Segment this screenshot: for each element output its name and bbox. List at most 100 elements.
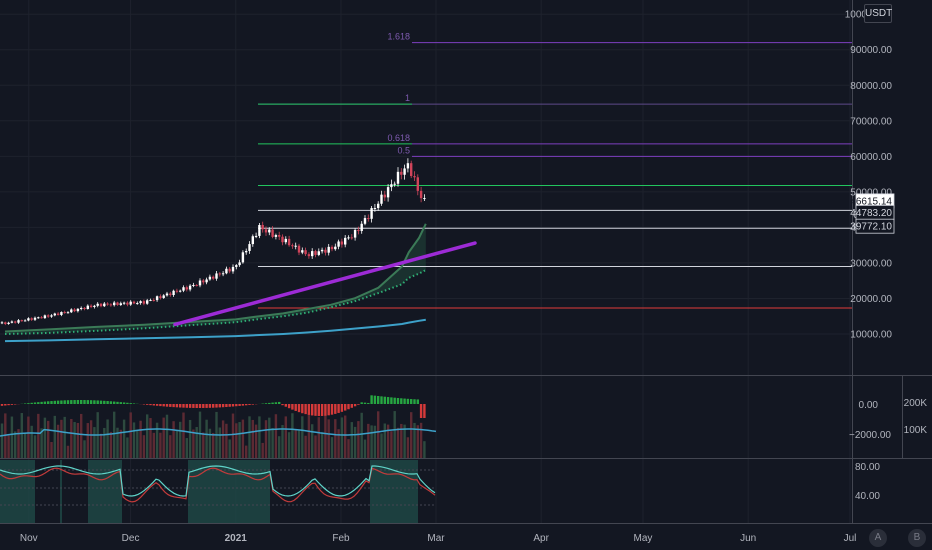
volume-bar: [373, 425, 377, 458]
candle-body: [284, 238, 287, 243]
candle-body: [396, 171, 400, 184]
histogram-bar: [73, 400, 76, 404]
price-pane[interactable]: 1.618 1 0.618 0.5: [0, 13, 852, 343]
histogram-bar: [14, 404, 17, 405]
volume-bar: [284, 416, 287, 458]
volume-bar: [271, 428, 274, 458]
volume-bar: [0, 423, 4, 458]
histogram-bar: [205, 404, 208, 408]
volume-bar: [390, 431, 393, 458]
volume-bar: [291, 413, 294, 458]
histogram-bar: [337, 404, 340, 413]
level-price-label-box: [855, 218, 895, 234]
histogram-bar: [248, 404, 251, 405]
oscillator-tick-label: 80.00: [855, 462, 880, 473]
candle-body: [146, 300, 149, 304]
histogram-pane[interactable]: [0, 395, 437, 458]
candle-body: [126, 302, 129, 305]
oscillator-pane[interactable]: [0, 460, 436, 523]
volume-bar: [304, 435, 307, 458]
candle-body: [254, 235, 258, 237]
volume-bar: [347, 439, 350, 458]
volume-bar: [30, 425, 33, 458]
histogram-bar: [182, 404, 185, 408]
candle-body: [162, 295, 165, 298]
histogram-bar: [149, 404, 152, 406]
volume-bar: [202, 432, 205, 458]
volume-bar: [165, 414, 169, 458]
volume-bar: [393, 411, 396, 458]
candle-body: [231, 266, 235, 272]
volume-bar: [268, 417, 271, 458]
candle-body: [20, 320, 23, 322]
candle-body: [175, 290, 179, 292]
candle-body: [188, 285, 192, 290]
candle-body: [245, 250, 248, 253]
histogram-bar: [89, 400, 93, 404]
time-tick-label: Mar: [427, 533, 445, 544]
price-tick-label: 20000.00: [850, 294, 892, 305]
candle-body: [56, 313, 60, 315]
volume-bar: [129, 412, 132, 458]
volume-bar: [396, 427, 400, 458]
histogram-bar: [291, 404, 294, 410]
candle-body: [215, 273, 218, 279]
volume-bar: [297, 430, 301, 458]
volume-bar: [70, 418, 73, 458]
histogram-bar: [30, 402, 33, 404]
volume-bar: [33, 435, 37, 458]
candle-body: [152, 299, 155, 301]
histogram-bar: [99, 400, 103, 404]
histogram-bar: [159, 404, 162, 407]
histogram-bar: [307, 404, 311, 415]
time-axis[interactable]: Nov Dec 2021 Feb Mar Apr May Jun Jul: [20, 533, 857, 544]
volume-bar: [251, 419, 254, 458]
volume-bar: [386, 424, 390, 458]
candle-body: [383, 194, 386, 198]
histogram-bar: [396, 397, 400, 404]
histogram-bar: [363, 402, 367, 404]
histogram-bar: [274, 402, 278, 404]
histogram-bar: [271, 402, 274, 404]
candle-body: [225, 268, 228, 274]
candle-body: [4, 322, 7, 325]
price-tick-label: 80000.00: [850, 81, 892, 92]
volume-tick-label: 200K: [904, 398, 928, 409]
volume-bar: [152, 432, 155, 458]
scale-b-button[interactable]: B: [908, 529, 926, 547]
volume-bar: [17, 429, 20, 458]
volume-bar: [320, 432, 324, 458]
histogram-bar: [119, 402, 122, 404]
histogram-bar: [238, 404, 241, 406]
volume-bar: [416, 425, 419, 458]
volume-bar: [235, 423, 238, 458]
candle-body: [195, 284, 198, 286]
candle-body: [258, 224, 261, 236]
volume-bar: [360, 412, 363, 458]
histogram-bar: [413, 399, 416, 404]
candle-body: [327, 246, 330, 253]
volume-bar: [10, 416, 14, 458]
time-tick-label: May: [634, 533, 653, 544]
candle-body: [109, 304, 113, 306]
level-price-label: 44783.20: [850, 208, 892, 219]
candle-body: [159, 296, 162, 298]
candle-body: [367, 218, 370, 220]
fib-level-label: 1.618: [387, 32, 410, 42]
candle-body: [192, 284, 195, 286]
currency-badge[interactable]: USDT: [864, 4, 892, 23]
volume-bar: [311, 424, 314, 458]
auto-scale-button[interactable]: A: [869, 529, 887, 547]
candle-body: [241, 252, 245, 263]
volume-bar: [225, 423, 228, 458]
candle-body: [337, 241, 340, 247]
histogram-bar: [152, 404, 155, 406]
trendline[interactable]: [173, 241, 477, 327]
volume-bar: [155, 422, 159, 458]
candle-body: [400, 171, 403, 175]
volume-bar: [139, 420, 142, 458]
candle-body: [93, 305, 96, 307]
volume-bar: [149, 418, 152, 458]
